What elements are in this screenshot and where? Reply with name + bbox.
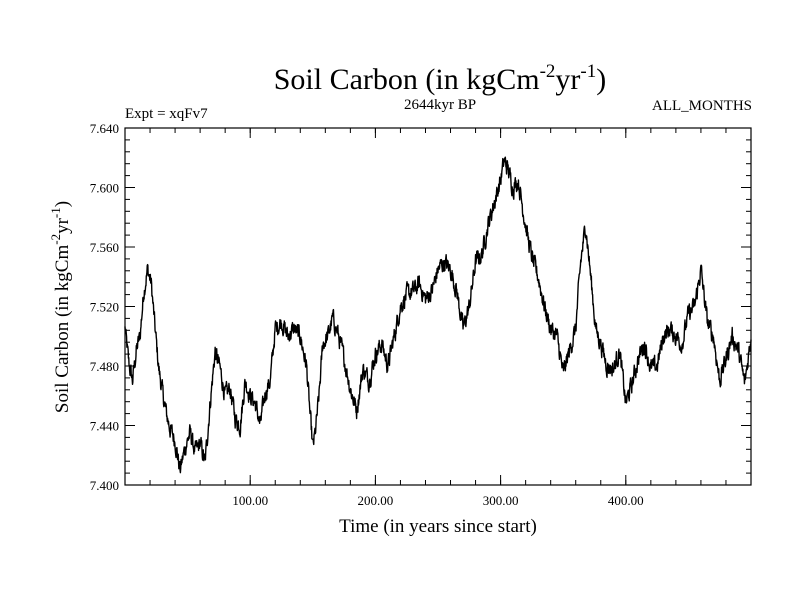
experiment-label: Expt = xqFv7 xyxy=(125,106,208,122)
x-axis-label: Time (in years since start) xyxy=(339,516,537,537)
soil-carbon-series-line xyxy=(124,156,752,474)
y-tick-label: 7.560 xyxy=(90,240,119,255)
y-tick-label: 7.520 xyxy=(90,300,119,315)
x-tick-label: 300.00 xyxy=(483,493,519,508)
y-tick-label: 7.400 xyxy=(90,478,119,493)
y-tick-labels: 7.400 7.440 7.480 7.520 7.560 7.600 7.640 xyxy=(90,121,119,493)
axis-ticks xyxy=(124,127,752,486)
x-tick-labels: 100.00 200.00 300.00 400.00 xyxy=(232,493,643,508)
chart-title: Soil Carbon (in kgCm-2yr-1) xyxy=(274,61,607,96)
x-tick-label: 400.00 xyxy=(608,493,644,508)
y-tick-label: 7.640 xyxy=(90,121,119,136)
y-tick-label: 7.600 xyxy=(90,181,119,196)
x-tick-label: 200.00 xyxy=(358,493,394,508)
months-label: ALL_MONTHS xyxy=(652,98,752,114)
plot-frame xyxy=(124,127,752,486)
y-tick-label: 7.440 xyxy=(90,419,119,434)
period-label: 2644kyr BP xyxy=(404,97,476,113)
x-tick-label: 100.00 xyxy=(232,493,268,508)
y-tick-label: 7.480 xyxy=(90,359,119,374)
y-axis-label: Soil Carbon (in kgCm-2yr-1) xyxy=(48,201,73,413)
